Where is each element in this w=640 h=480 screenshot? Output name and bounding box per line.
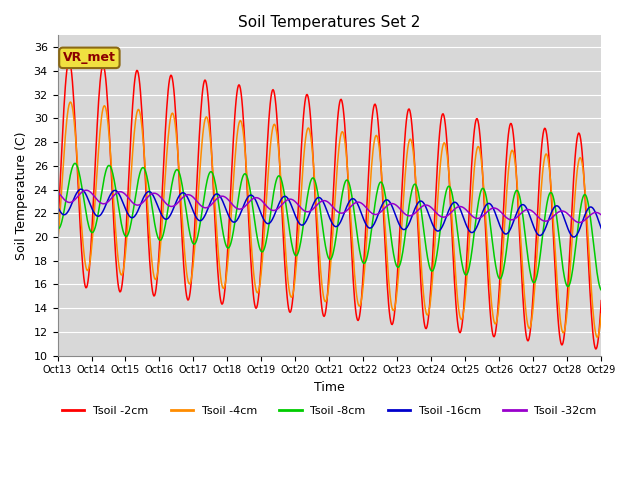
Title: Soil Temperatures Set 2: Soil Temperatures Set 2 — [238, 15, 420, 30]
Legend: Tsoil -2cm, Tsoil -4cm, Tsoil -8cm, Tsoil -16cm, Tsoil -32cm: Tsoil -2cm, Tsoil -4cm, Tsoil -8cm, Tsoi… — [58, 402, 601, 420]
Y-axis label: Soil Temperature (C): Soil Temperature (C) — [15, 131, 28, 260]
X-axis label: Time: Time — [314, 381, 345, 394]
Text: VR_met: VR_met — [63, 51, 116, 64]
